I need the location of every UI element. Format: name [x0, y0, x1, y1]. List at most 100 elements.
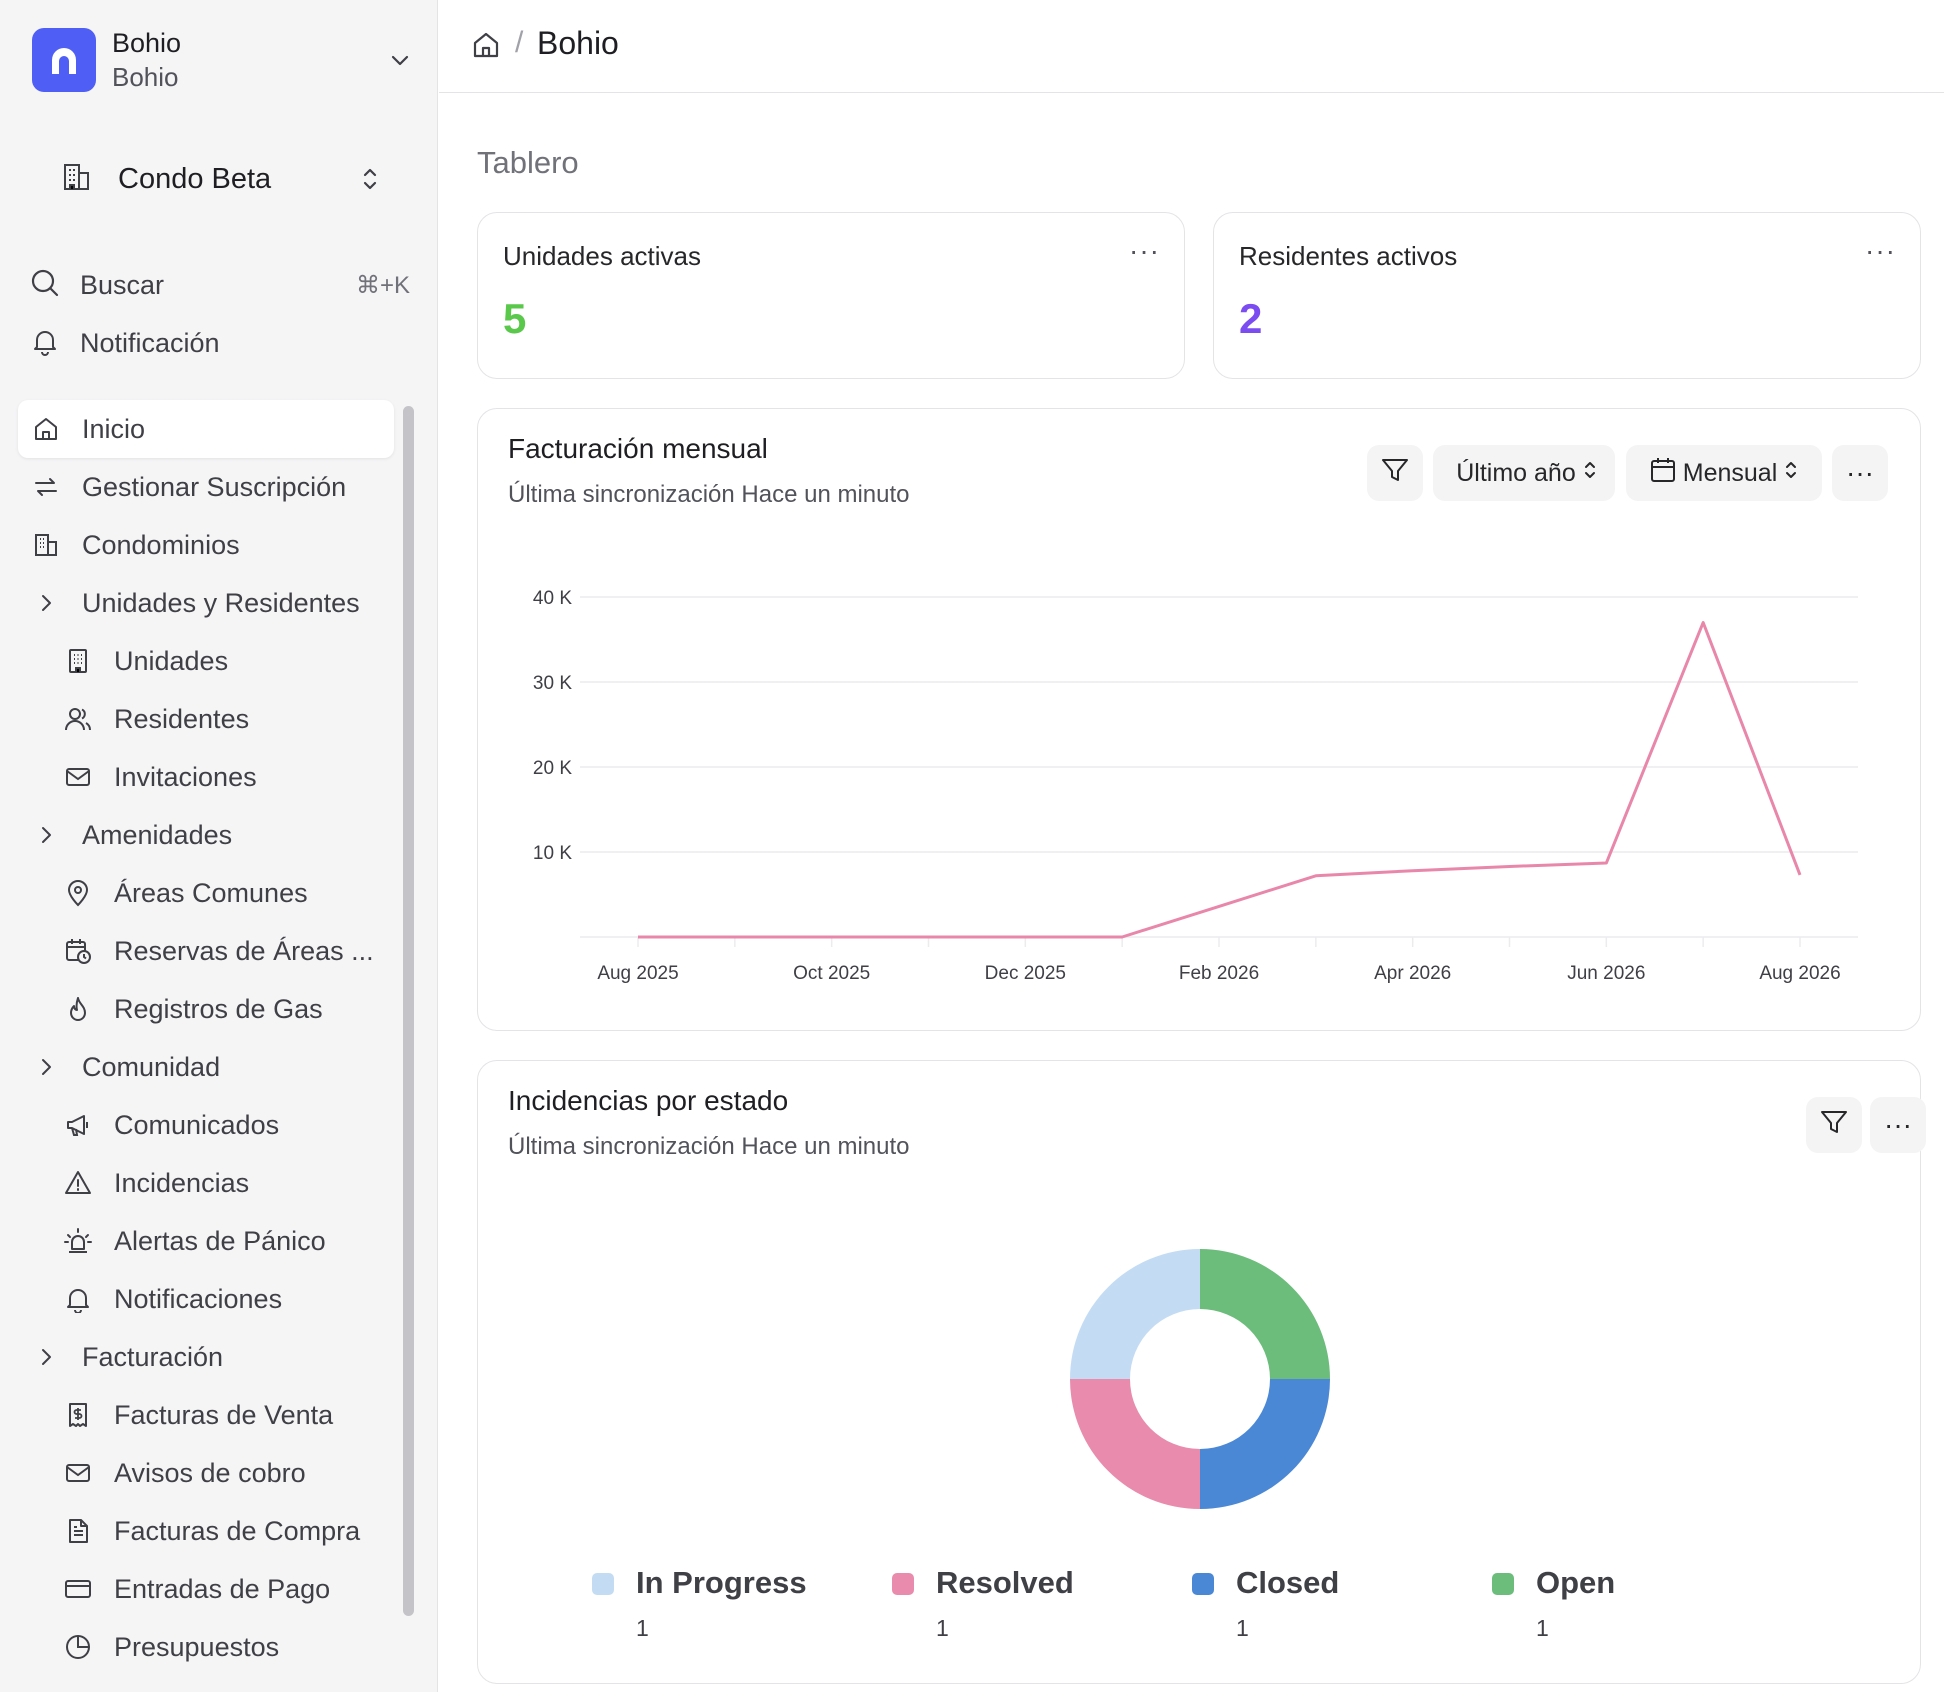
- legend-label: Resolved: [936, 1565, 1074, 1600]
- x-tick-label: Oct 2025: [793, 963, 870, 984]
- x-tick-label: Aug 2025: [597, 963, 678, 984]
- sidebar-item-registros-gas[interactable]: Registros de Gas: [18, 980, 394, 1038]
- workspace-subtitle: Bohio: [112, 62, 179, 92]
- workspace-name: Bohio: [112, 28, 182, 58]
- billing-chart-card: Facturación mensual Última sincronizació…: [477, 408, 1921, 1031]
- brand-logo: [32, 28, 96, 92]
- donut-slice: [1200, 1379, 1330, 1509]
- period-select[interactable]: Último año: [1433, 445, 1615, 501]
- sidebar-item-label: Residentes: [114, 703, 250, 734]
- chart-subtitle: Última sincronización Hace un minuto: [508, 1133, 910, 1160]
- filter-button[interactable]: [1806, 1097, 1862, 1153]
- chevron-right-icon: [32, 589, 60, 617]
- sidebar-item-label: Comunicados: [114, 1109, 280, 1140]
- legend-value: 1: [936, 1615, 949, 1641]
- sidebar-group-unidades-residentes[interactable]: Unidades y Residentes: [18, 574, 394, 632]
- sidebar-item-inicio[interactable]: Inicio: [18, 400, 394, 458]
- chevrons-up-down-icon: [360, 166, 380, 197]
- more-options-button[interactable]: ···: [1865, 235, 1896, 266]
- legend-swatch: [1492, 1573, 1514, 1595]
- sidebar-item-label: Entradas de Pago: [114, 1573, 331, 1604]
- alert-triangle-icon: [64, 1169, 92, 1197]
- sidebar-nav: Inicio Gestionar Suscripción Condominios…: [18, 400, 394, 1676]
- y-tick-label: 20 K: [533, 758, 572, 779]
- sidebar-item-entradas-pago[interactable]: Entradas de Pago: [18, 1560, 394, 1618]
- sidebar-item-label: Incidencias: [114, 1167, 250, 1198]
- legend-label: Open: [1536, 1565, 1616, 1600]
- legend-value: 1: [1536, 1615, 1549, 1641]
- stat-value: 2: [1239, 295, 1263, 342]
- chart-legend: In Progress 1 Resolved 1 Closed 1 Open 1: [478, 1565, 1922, 1655]
- search-button[interactable]: Buscar ⌘+K: [30, 262, 410, 308]
- home-icon[interactable]: [471, 30, 501, 65]
- sidebar-group-facturacion[interactable]: Facturación: [18, 1328, 394, 1386]
- sidebar-item-label: Notificaciones: [114, 1283, 283, 1314]
- sidebar-item-label: Condominios: [82, 529, 240, 560]
- sidebar-item-invitaciones[interactable]: Invitaciones: [18, 748, 394, 806]
- topbar: / Bohio: [439, 0, 1944, 93]
- calendar-clock-icon: [64, 937, 92, 965]
- repeat-icon: [32, 473, 60, 501]
- building-icon: [60, 161, 92, 198]
- breadcrumb-current[interactable]: Bohio: [537, 25, 619, 61]
- filter-icon: [1380, 455, 1410, 492]
- sidebar-item-label: Invitaciones: [114, 761, 257, 792]
- more-options-button[interactable]: ···: [1129, 235, 1160, 266]
- x-tick-label: Apr 2026: [1374, 963, 1451, 984]
- sidebar-item-label: Inicio: [82, 413, 146, 444]
- donut-slice: [1070, 1379, 1200, 1509]
- pie-chart-icon: [64, 1633, 92, 1661]
- sidebar-item-label: Presupuestos: [114, 1631, 280, 1662]
- sidebar-item-facturas-venta[interactable]: Facturas de Venta: [18, 1386, 394, 1444]
- sidebar-item-alertas-panico[interactable]: Alertas de Pánico: [18, 1212, 394, 1270]
- sidebar-item-presupuestos[interactable]: Presupuestos: [18, 1618, 394, 1676]
- stat-title: Residentes activos: [1239, 241, 1458, 271]
- donut-chart: [1070, 1249, 1330, 1509]
- sidebar-item-label: Unidades: [114, 645, 229, 676]
- map-pin-icon: [64, 879, 92, 907]
- search-shortcut: ⌘+K: [355, 271, 410, 299]
- sidebar-item-label: Gestionar Suscripción: [82, 471, 347, 502]
- sidebar-item-facturas-compra[interactable]: Facturas de Compra: [18, 1502, 394, 1560]
- search-icon: [30, 268, 60, 303]
- workspace-switcher[interactable]: Bohio Bohio: [32, 28, 412, 92]
- legend-swatch: [1192, 1573, 1214, 1595]
- sidebar-item-residentes[interactable]: Residentes: [18, 690, 394, 748]
- stat-card-residentes: Residentes activos 2 ···: [1213, 212, 1921, 379]
- home-icon: [32, 415, 60, 443]
- bell-icon: [30, 326, 60, 361]
- sidebar-item-areas-comunes[interactable]: Áreas Comunes: [18, 864, 394, 922]
- chevron-right-icon: [32, 1053, 60, 1081]
- siren-icon: [64, 1227, 92, 1255]
- sidebar-item-label: Comunidad: [82, 1051, 221, 1082]
- sidebar-item-notificaciones[interactable]: Notificaciones: [18, 1270, 394, 1328]
- stat-value: 5: [503, 295, 527, 342]
- mail-icon: [64, 763, 92, 791]
- sidebar-item-incidencias[interactable]: Incidencias: [18, 1154, 394, 1212]
- sidebar-scrollbar[interactable]: [403, 406, 414, 1616]
- interval-select[interactable]: Mensual: [1626, 445, 1822, 501]
- sidebar-item-gestionar-suscripcion[interactable]: Gestionar Suscripción: [18, 458, 394, 516]
- sidebar-item-comunicados[interactable]: Comunicados: [18, 1096, 394, 1154]
- sidebar-group-comunidad[interactable]: Comunidad: [18, 1038, 394, 1096]
- stat-card-unidades: Unidades activas 5 ···: [477, 212, 1185, 379]
- sidebar-item-condominios[interactable]: Condominios: [18, 516, 394, 574]
- sidebar-group-amenidades[interactable]: Amenidades: [18, 806, 394, 864]
- legend-label: In Progress: [636, 1565, 807, 1600]
- sidebar-item-avisos-cobro[interactable]: Avisos de cobro: [18, 1444, 394, 1502]
- more-options-button[interactable]: ···: [1832, 445, 1888, 501]
- sidebar-item-reservas[interactable]: Reservas de Áreas ...: [18, 922, 394, 980]
- calendar-icon: [1649, 456, 1677, 491]
- more-options-button[interactable]: ···: [1870, 1097, 1926, 1153]
- chart-title: Facturación mensual: [508, 433, 768, 464]
- sidebar-item-unidades[interactable]: Unidades: [18, 632, 394, 690]
- condo-selector[interactable]: Condo Beta: [60, 154, 380, 204]
- notification-button[interactable]: Notificación: [30, 320, 410, 366]
- building-grid-icon: [64, 647, 92, 675]
- legend-swatch: [592, 1573, 614, 1595]
- condo-name: Condo Beta: [118, 162, 272, 195]
- sidebar-item-label: Facturas de Compra: [114, 1515, 361, 1546]
- y-tick-label: 40 K: [533, 588, 572, 609]
- credit-card-icon: [64, 1575, 92, 1603]
- filter-button[interactable]: [1367, 445, 1423, 501]
